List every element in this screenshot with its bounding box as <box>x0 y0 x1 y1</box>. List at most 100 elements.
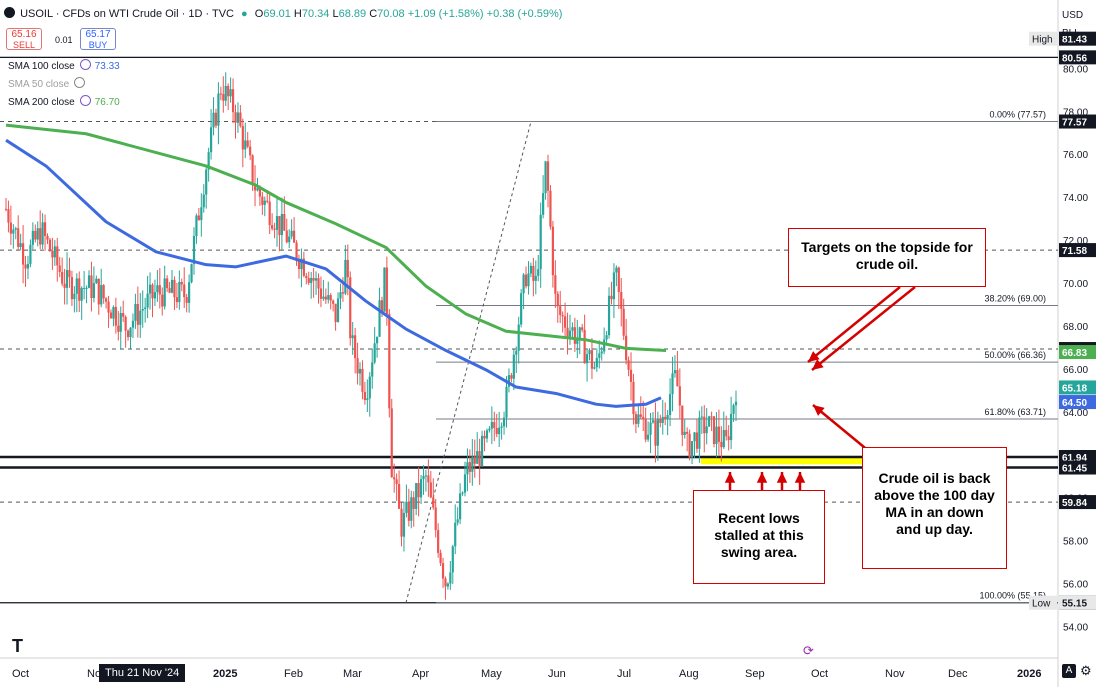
candle-body <box>466 462 469 475</box>
candle-body <box>351 335 354 339</box>
candle-body <box>17 228 20 247</box>
crosshair-date-label: Thu 21 Nov '24 <box>99 664 186 682</box>
price-label: 55.15 <box>1062 599 1087 610</box>
candle-body <box>173 279 176 298</box>
x-tick-label: Sep <box>745 668 765 680</box>
buy-price: 65.17 <box>85 29 111 40</box>
candle-body <box>688 433 691 458</box>
candle-body <box>727 436 730 441</box>
spread-value: 0.01 <box>55 35 73 45</box>
candle-body <box>14 228 17 230</box>
candle-body <box>63 283 66 288</box>
candle-body <box>256 188 259 191</box>
hidden-eye-icon[interactable] <box>74 77 86 88</box>
candle-body <box>666 414 669 419</box>
settings-icon[interactable] <box>79 59 91 70</box>
candle-body <box>456 519 459 523</box>
candle-body <box>358 368 362 374</box>
sell-button[interactable]: 65.16 SELL <box>6 28 42 50</box>
candle-body <box>46 235 49 240</box>
candle-body <box>249 146 252 156</box>
candle-body <box>498 427 501 435</box>
settings-icon[interactable] <box>79 95 91 106</box>
candle-body <box>678 386 681 406</box>
price-label-bg <box>1059 395 1096 410</box>
candle-body <box>261 196 264 205</box>
candle-body <box>314 278 318 281</box>
candle-body <box>654 420 657 446</box>
price-label-bg <box>1059 114 1096 129</box>
arrow-to-sma100-head <box>813 405 825 416</box>
candle-body <box>639 414 642 417</box>
arrow-to-sma100 <box>812 404 871 453</box>
candle-body <box>258 188 262 197</box>
candle-body <box>341 292 345 294</box>
candle-body <box>144 307 147 310</box>
candle-body <box>146 293 149 308</box>
candle-body <box>588 350 591 355</box>
auto-scale-button[interactable]: A <box>1062 664 1076 678</box>
settings-gear-icon[interactable]: ⚙ <box>1080 663 1092 678</box>
arrow-recent-low-0-head <box>724 472 736 483</box>
candle-body <box>114 307 117 326</box>
candle-body <box>161 294 164 307</box>
candle-body <box>559 306 562 316</box>
arrow-recent-low-2-head <box>776 472 788 483</box>
candle-body <box>271 225 274 229</box>
candle-body <box>61 271 64 284</box>
candle-body <box>517 324 520 351</box>
candle-body <box>195 215 198 237</box>
candle-body <box>24 264 27 269</box>
candle-body <box>710 416 713 418</box>
candle-body <box>419 479 423 498</box>
indicator-name: SMA 50 close <box>8 79 70 90</box>
candle-body <box>698 417 701 449</box>
candle-body <box>87 275 91 288</box>
candle-body <box>170 279 174 293</box>
arrow-to-sma200-b <box>811 286 916 371</box>
candle-body <box>383 267 386 312</box>
candle-body <box>576 338 579 344</box>
candle-body <box>437 530 440 553</box>
candle-body <box>461 492 464 494</box>
candle-body <box>317 278 320 289</box>
candle-body <box>129 327 132 338</box>
candle-body <box>324 296 327 300</box>
candle-body <box>56 246 59 266</box>
arrow-to-sma200-a-head <box>808 351 820 362</box>
candle-body <box>505 386 508 418</box>
candle-body <box>288 236 291 243</box>
price-label: 66.83 <box>1062 348 1087 359</box>
candle-body <box>583 329 586 364</box>
candle-body <box>524 274 528 287</box>
indicator-sma-200[interactable]: SMA 200 close 76.70 <box>8 95 120 108</box>
y-tick-label: 74.00 <box>1063 193 1088 204</box>
candle-body <box>319 288 323 299</box>
buy-label: BUY <box>88 40 108 50</box>
candle-body <box>490 422 493 429</box>
candle-body <box>661 416 664 423</box>
goto-live-icon[interactable]: ⟳ <box>803 643 814 658</box>
candle-body <box>629 369 633 382</box>
candle-body <box>366 398 369 400</box>
candle-body <box>26 263 30 269</box>
price-tag: Low <box>1032 599 1051 610</box>
symbol-title[interactable]: USOIL · CFDs on WTI Crude Oil · 1D · TVC <box>20 8 234 20</box>
candle-body <box>500 426 503 428</box>
change-value: +1.09 (+1.58%) <box>407 8 484 20</box>
ohlc-high: 70.34 <box>301 8 330 20</box>
fib-label-3: 61.80% (63.71) <box>984 407 1046 417</box>
unit-label[interactable]: BLL <box>1062 28 1080 39</box>
candle-body <box>332 300 335 304</box>
indicator-sma-100[interactable]: SMA 100 close 73.33 <box>8 59 120 72</box>
price-label: 59.84 <box>1062 498 1087 509</box>
candle-body <box>224 85 227 101</box>
currency-label[interactable]: USD <box>1062 10 1084 21</box>
candle-body <box>65 270 69 288</box>
price-label-bg <box>1059 495 1096 510</box>
indicator-sma-50[interactable]: SMA 50 close <box>8 77 86 90</box>
buy-button[interactable]: 65.17 BUY <box>80 28 116 50</box>
candle-body <box>703 416 706 434</box>
candle-body <box>712 416 716 445</box>
